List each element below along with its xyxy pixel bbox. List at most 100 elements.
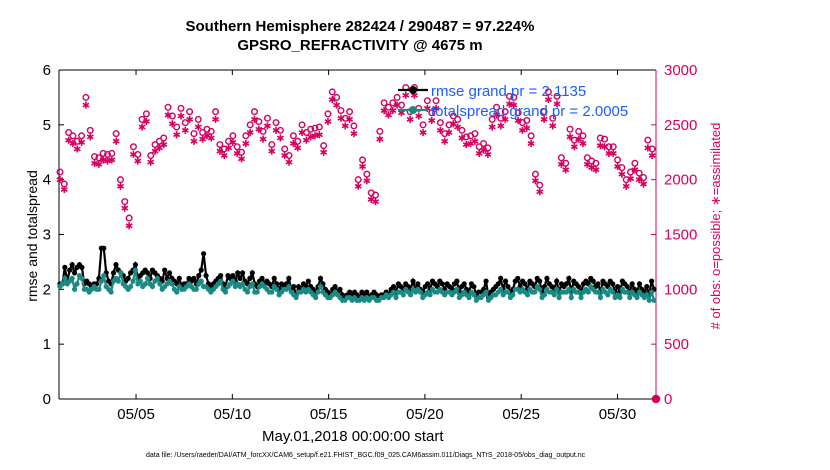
star-stroke: [320, 149, 328, 155]
totalspread-point: [649, 289, 655, 295]
y-right-tick-label: 1500: [664, 227, 697, 244]
totalspread-point: [483, 289, 489, 295]
obs-assimilated-marker: [510, 101, 518, 109]
obs-assimilated-marker: [134, 157, 142, 165]
rmse-point: [461, 281, 467, 287]
obs-assimilated-marker: [181, 126, 189, 134]
obs-assimilated-marker: [627, 174, 635, 183]
rmse-point: [515, 275, 521, 281]
obs-assimilated-marker: [380, 106, 388, 115]
star-stroke: [596, 143, 604, 149]
star-stroke: [333, 102, 341, 108]
y-left-tick-label: 5: [43, 117, 51, 134]
obs-assimilated-marker: [177, 112, 185, 120]
totalspread-point: [249, 281, 255, 287]
obs-possible-marker: [324, 110, 332, 118]
obs-possible-marker: [363, 170, 371, 178]
obs-possible-marker: [458, 126, 466, 134]
rmse-point: [291, 283, 297, 290]
star-stroke: [397, 110, 405, 116]
star-stroke: [337, 115, 345, 121]
star-stroke: [514, 117, 522, 123]
y-axis-label-left: rmse and totalspread: [24, 170, 40, 302]
star-stroke: [259, 136, 267, 142]
totalspread-point: [454, 286, 460, 292]
star-stroke: [168, 121, 176, 127]
star-stroke: [406, 116, 414, 122]
rmse-point: [566, 275, 572, 281]
star-stroke: [575, 136, 583, 142]
y-axis-label-right: # of obs: o=possible; ∗=assimilated: [708, 122, 723, 330]
star-stroke: [393, 102, 401, 108]
rmse-point: [239, 270, 246, 276]
rmse-point: [629, 281, 635, 287]
obs-assimilated-marker: [168, 120, 176, 128]
obs-assimilated-marker: [614, 162, 622, 171]
star-stroke: [276, 135, 284, 141]
totalspread-point: [274, 286, 280, 292]
star-stroke: [95, 161, 103, 167]
star-stroke: [635, 177, 643, 183]
obs-assimilated-marker: [212, 115, 220, 123]
obs-assimilated-marker: [350, 130, 358, 138]
obs-assimilated-marker: [328, 96, 336, 104]
star-stroke: [540, 116, 548, 122]
star-stroke: [60, 187, 68, 193]
obs-possible-marker: [255, 118, 263, 126]
totalspread-point: [537, 286, 543, 292]
star-stroke: [216, 148, 224, 154]
rmse-point: [590, 278, 596, 284]
obs-possible-marker: [108, 149, 116, 157]
y-left-tick-label: 2: [43, 281, 51, 298]
chart-title-line1: Southern Hemisphere 282424 / 290487 = 97…: [185, 18, 535, 35]
rmse-point: [237, 275, 243, 281]
obs-assimilated-marker: [129, 150, 137, 159]
obs-assimilated-marker: [648, 151, 656, 160]
obs-possible-marker: [311, 124, 319, 132]
rmse-point: [502, 278, 509, 284]
data-file-footnote: data file: /Users/raeder/DAI/ATM_forcXX/…: [146, 452, 586, 459]
obs-assimilated-marker: [194, 123, 202, 131]
obs-assimilated-marker: [346, 115, 354, 123]
obs-assimilated-marker: [354, 182, 362, 190]
obs-possible-marker: [173, 123, 181, 131]
obs-assimilated-marker: [462, 140, 470, 149]
obs-assimilated-marker: [618, 170, 626, 178]
obs-assimilated-marker: [276, 134, 284, 142]
star-stroke: [78, 139, 86, 145]
obs-assimilated-marker: [609, 149, 617, 157]
obs-assimilated-marker: [471, 137, 479, 145]
star-stroke: [341, 123, 349, 129]
obs-possible-marker: [501, 108, 509, 116]
obs-assimilated-marker: [285, 158, 293, 166]
totalspread-point: [644, 292, 650, 298]
obs-assimilated-marker: [436, 126, 444, 134]
star-stroke: [609, 150, 617, 156]
star-stroke: [298, 130, 306, 136]
obs-assimilated-marker: [307, 133, 315, 141]
obs-possible-marker: [86, 126, 94, 134]
star-stroke: [536, 189, 544, 195]
totalspread-point: [101, 273, 107, 279]
totalspread-point: [174, 289, 180, 295]
obs-possible-marker: [147, 152, 155, 160]
obs-possible-marker: [186, 108, 194, 116]
plot-background: [59, 70, 656, 399]
star-stroke: [121, 205, 129, 211]
obs-assimilated-marker: [393, 101, 401, 109]
rmse-point: [113, 262, 119, 268]
rmse-point: [203, 273, 209, 279]
rmse-point: [286, 275, 292, 281]
rmse-point: [235, 270, 241, 276]
obs-possible-marker: [389, 99, 397, 107]
totalspread-point: [634, 294, 640, 301]
star-stroke: [510, 102, 518, 108]
obs-possible-marker: [523, 116, 531, 124]
obs-assimilated-marker: [458, 134, 466, 142]
obs-assimilated-marker: [164, 111, 172, 119]
star-stroke: [627, 176, 635, 182]
obs-assimilated-marker: [406, 115, 414, 123]
obs-assimilated-marker: [82, 101, 90, 109]
obs-assimilated-marker: [242, 139, 250, 148]
obs-possible-marker: [350, 122, 358, 130]
